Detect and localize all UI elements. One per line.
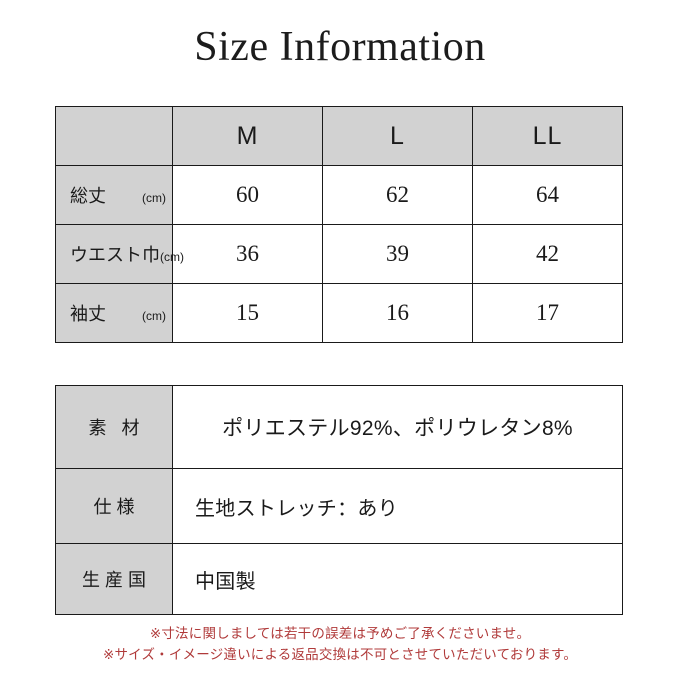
table-row: 素 材 ポリエステル92%、ポリウレタン8% (55, 385, 623, 469)
info-value-material: ポリエステル92%、ポリウレタン8% (172, 385, 623, 469)
table-row: 生産国 中国製 (55, 543, 623, 615)
size-measurements-table: M L LL 総丈 (cm) 60 62 64 ウエ (55, 106, 623, 343)
info-label-country-of-origin: 生産国 (55, 543, 173, 615)
size-row-label-total-length: 総丈 (cm) (55, 165, 173, 225)
table-row: ウエスト巾 (cm) 36 39 42 (55, 224, 623, 284)
product-details-table: 素 材 ポリエステル92%、ポリウレタン8% 仕様 生地ストレッチ：あり 生産国… (55, 385, 623, 615)
footnote-measurement-tolerance: ※寸法に関しましては若干の誤差は予めご了承くださいませ。 (149, 626, 531, 641)
size-value-total-length-ll: 64 (472, 165, 623, 225)
size-row-label-unit: (cm) (142, 191, 166, 205)
size-value-sleeve-length-m: 15 (172, 283, 323, 343)
footnote-return-policy: ※サイズ・イメージ違いによる返品交換は不可とさせていただいております。 (102, 646, 578, 662)
size-header-blank (55, 106, 173, 166)
size-row-label-unit: (cm) (142, 309, 166, 323)
table-row: 総丈 (cm) 60 62 64 (55, 165, 623, 225)
page-title: Size Information (194, 24, 486, 70)
size-value-sleeve-length-ll: 17 (472, 283, 623, 343)
size-value-total-length-l: 62 (322, 165, 473, 225)
info-label-specification: 仕様 (55, 468, 173, 544)
footnotes: ※寸法に関しましては若干の誤差は予めご了承くださいませ。 ※サイズ・イメージ違い… (0, 624, 680, 666)
size-value-total-length-m: 60 (172, 165, 323, 225)
info-value-country-of-origin: 中国製 (172, 543, 623, 615)
size-header-l: L (322, 106, 473, 166)
size-row-label-sleeve-length: 袖丈 (cm) (55, 283, 173, 343)
size-row-label-text: ウエスト巾 (70, 245, 160, 265)
size-row-label-text: 袖丈 (70, 304, 106, 324)
size-header-ll: LL (472, 106, 623, 166)
size-value-waist-width-m: 36 (172, 224, 323, 284)
info-label-material: 素 材 (55, 385, 173, 469)
size-row-label-waist-width: ウエスト巾 (cm) (55, 224, 184, 284)
size-value-sleeve-length-l: 16 (322, 283, 473, 343)
info-value-specification: 生地ストレッチ：あり (172, 468, 623, 544)
table-row: 袖丈 (cm) 15 16 17 (55, 283, 623, 343)
size-row-label-unit: (cm) (160, 250, 184, 264)
table-row: 仕様 生地ストレッチ：あり (55, 468, 623, 544)
size-value-waist-width-l: 39 (322, 224, 473, 284)
size-value-waist-width-ll: 42 (472, 224, 623, 284)
size-table-header-row: M L LL (55, 106, 623, 166)
size-row-label-text: 総丈 (70, 186, 106, 206)
size-header-m: M (172, 106, 323, 166)
